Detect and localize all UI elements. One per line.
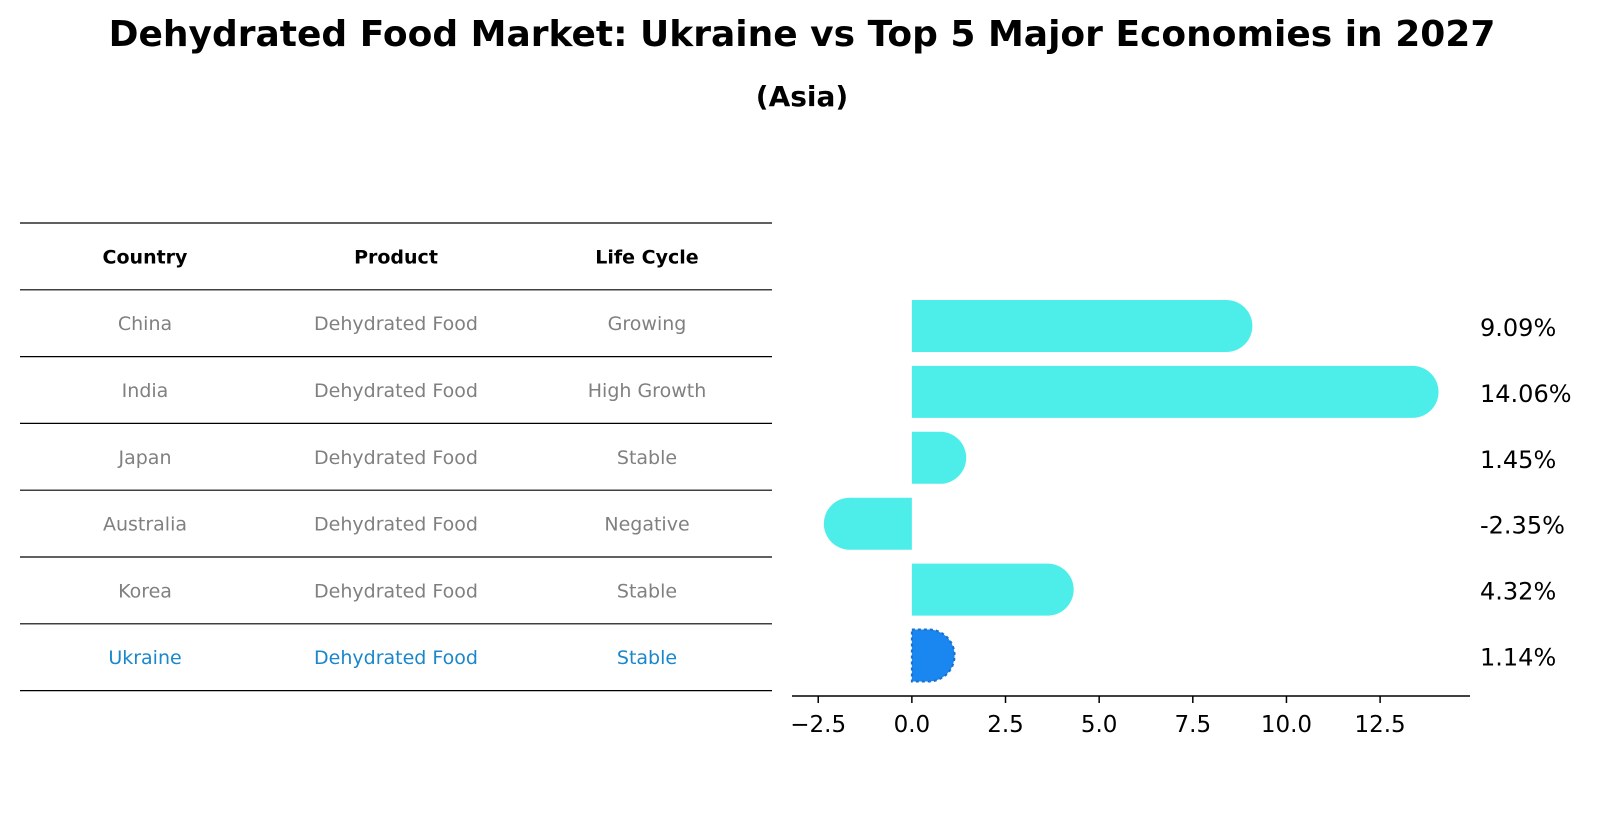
x-tick-label: −2.5 bbox=[790, 712, 846, 738]
table-cell-life-cycle: Stable bbox=[617, 447, 677, 469]
chart-subtitle: (Asia) bbox=[755, 80, 849, 113]
table-cell-product: Dehydrated Food bbox=[314, 647, 478, 669]
x-tick-label: 5.0 bbox=[1081, 712, 1118, 738]
x-tick-label: 0.0 bbox=[894, 712, 931, 738]
table-header-product: Product bbox=[354, 246, 438, 268]
table-cell-country: Ukraine bbox=[108, 647, 181, 669]
table-cell-country: Japan bbox=[118, 447, 172, 469]
bar-ukraine bbox=[910, 628, 956, 683]
table-cell-life-cycle: High Growth bbox=[588, 380, 706, 402]
bar-india bbox=[911, 365, 1439, 418]
value-label-china: 9.09% bbox=[1480, 314, 1556, 342]
table-cell-country: India bbox=[122, 380, 169, 402]
table-cell-life-cycle: Stable bbox=[617, 647, 677, 669]
chart-title: Dehydrated Food Market: Ukraine vs Top 5… bbox=[108, 14, 1496, 55]
value-label-india: 14.06% bbox=[1480, 380, 1572, 408]
x-tick-label: 10.0 bbox=[1261, 712, 1312, 738]
table-cell-life-cycle: Growing bbox=[608, 313, 687, 335]
value-label-ukraine: 1.14% bbox=[1480, 644, 1556, 672]
table-cell-life-cycle: Negative bbox=[604, 514, 689, 536]
table-cell-country: Australia bbox=[103, 514, 187, 536]
table-cell-product: Dehydrated Food bbox=[314, 380, 478, 402]
table-header-life-cycle: Life Cycle bbox=[595, 246, 698, 268]
value-label-australia: -2.35% bbox=[1480, 512, 1565, 540]
table-cell-country: Korea bbox=[118, 580, 172, 602]
table-cell-product: Dehydrated Food bbox=[314, 514, 478, 536]
bar-australia bbox=[823, 497, 912, 550]
x-tick-label: 12.5 bbox=[1354, 712, 1405, 738]
bar-korea bbox=[911, 563, 1074, 616]
table-cell-product: Dehydrated Food bbox=[314, 447, 478, 469]
bar-japan bbox=[911, 431, 967, 484]
table-cell-product: Dehydrated Food bbox=[314, 580, 478, 602]
table-cell-country: China bbox=[118, 313, 172, 335]
value-label-korea: 4.32% bbox=[1480, 578, 1556, 606]
x-tick-label: 2.5 bbox=[987, 712, 1024, 738]
table-header-country: Country bbox=[103, 246, 189, 268]
bar-china bbox=[911, 300, 1253, 352]
table-cell-life-cycle: Stable bbox=[617, 580, 677, 602]
value-label-japan: 1.45% bbox=[1480, 446, 1556, 474]
table-cell-product: Dehydrated Food bbox=[314, 313, 478, 335]
x-tick-label: 7.5 bbox=[1175, 712, 1212, 738]
